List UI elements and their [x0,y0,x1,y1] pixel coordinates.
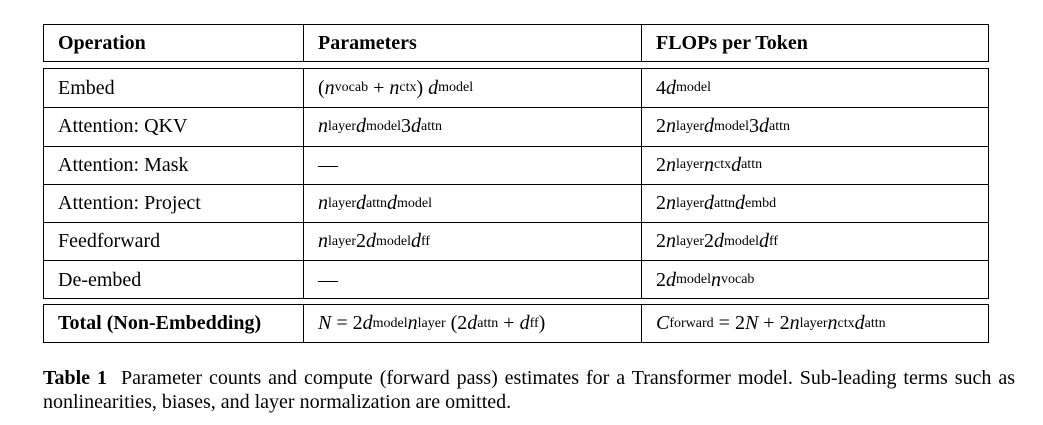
parameters-cell: n layer d attn d model [304,184,642,223]
flops-cell: 2 d model n vocab [656,268,755,291]
parameters-cell: n layer d model 3 d attn [304,108,642,146]
table-header: Operation Parameters FLOPs per Token [43,24,989,62]
flops-cell: 4 d model [656,76,711,99]
flops-cell: 2 n layer d attn d embd [656,192,777,215]
flops-cell: 2 n layer n ctx d attn [656,153,763,176]
table-row: De-embed — 2 d model n vocab [44,260,988,299]
table-row: Attention: Mask — 2 n layer n ctx d attn [44,145,988,184]
caption-label: Table 1 [43,367,107,389]
table-body: Embed (n vocab + n ctx) d model 4 d model Atte… [43,68,989,299]
table-row: Embed (n vocab + n ctx) d model 4 d model [44,69,988,108]
table-caption: Table 1 Parameter counts and compute (for… [43,366,1015,414]
caption-text: Parameter counts and compute (forward pa… [43,367,1016,413]
table-row: Feedforward n layer 2 d model d ff 2 n layer 2 d mo… [44,222,988,261]
parameters-cell: (n vocab + n ctx) d model [304,69,642,108]
operation-cell: De-embed [44,261,304,299]
operation-cell: Feedforward [44,223,304,261]
parameters-cell: — [304,261,642,299]
header-operation: Operation [44,25,304,61]
parameters-cell: n layer 2 d model d ff [304,223,642,261]
operation-cell: Attention: Project [44,184,304,223]
operation-cell: Embed [44,69,304,108]
operation-cell: Attention: Mask [44,146,304,184]
table-total: Total (Non-Embedding) N = 2 d model n layer … [43,304,989,343]
header-flops: FLOPs per Token [656,31,808,54]
parameters-cell: — [304,146,642,184]
header-parameters: Parameters [304,25,642,61]
total-operation: Total (Non-Embedding) [44,305,304,342]
table-row: Attention: QKV n layer d model 3 d attn 2 n laye… [44,107,988,146]
total-parameters: N = 2 d model n layer (2 d attn + d ff) [304,305,642,342]
operation-cell: Attention: QKV [44,108,304,146]
flops-cell: 2 n layer 2 d model d ff [656,230,779,253]
flops-cell: 2 n layer d model 3 d attn [656,115,790,138]
